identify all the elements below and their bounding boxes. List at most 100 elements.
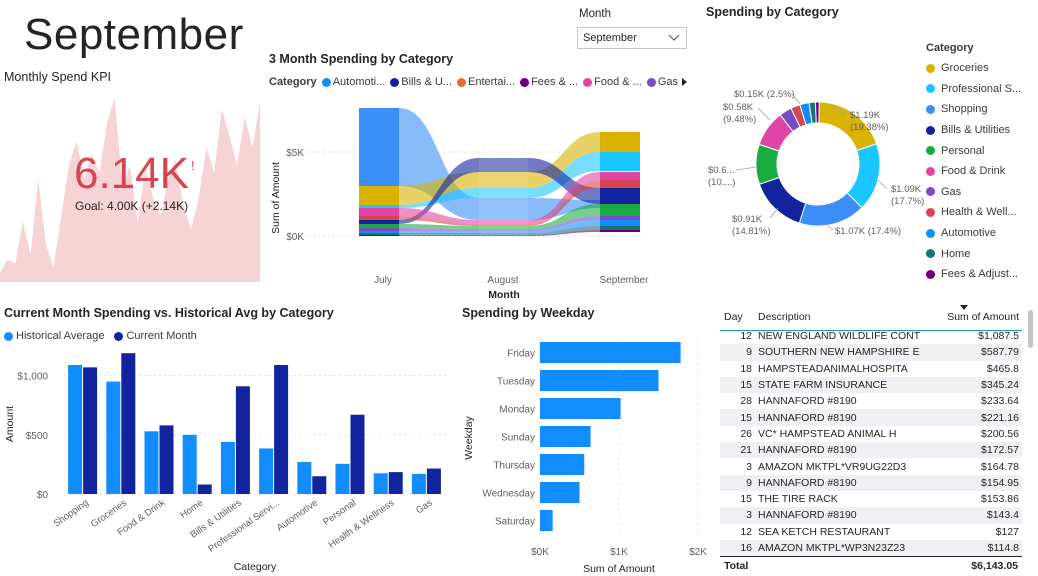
donut-legend-item[interactable]: Health & Well...	[926, 202, 1021, 223]
x-tick-label: Gas	[414, 497, 435, 516]
legend-next-arrow-icon[interactable]	[680, 76, 690, 88]
table-cell-amount: $154.95	[937, 474, 1022, 491]
kpi-trend-area	[0, 97, 260, 282]
donut-legend-item[interactable]: Bills & Utilities	[926, 120, 1021, 141]
table-cell-amount: $164.78	[981, 460, 1019, 473]
ribbon-node	[359, 228, 399, 231]
category-compare-plot: $0$500$1,000AmountShoppingGroceriesFood …	[4, 353, 446, 573]
weekday-chart[interactable]: Spending by Weekday $0K $1K $2K Friday Tuesd…	[458, 300, 716, 576]
donut-legend-item[interactable]: Personal	[926, 140, 1021, 161]
table-row[interactable]: 28 HANNAFORD #8190 $233.64	[720, 393, 1022, 409]
donut-legend-item[interactable]: Fees & Adjust...	[926, 264, 1021, 285]
donut-legend-item[interactable]: Automotive	[926, 223, 1021, 244]
donut-legend-item[interactable]: Home	[926, 243, 1021, 264]
ribbon-flow	[528, 180, 600, 226]
table-cell-day: 16	[720, 539, 755, 557]
table-row[interactable]: 21 HANNAFORD #8190 $172.57	[720, 442, 1022, 459]
kpi-alert-icon: !	[190, 158, 195, 173]
table-row[interactable]: 26 VC* HAMPSTEAD ANIMAL H $200.56	[720, 426, 1022, 442]
donut-legend-label: Shopping	[941, 103, 988, 116]
ribbon-node	[359, 224, 399, 228]
ribbon-legend-item[interactable]: Food & ...	[583, 76, 642, 88]
legend-dot-icon	[926, 166, 935, 176]
ribbon-node	[479, 158, 528, 172]
x-tick-label: September	[600, 275, 650, 286]
table-cell-description: STATE FARM INSURANCE	[755, 376, 938, 394]
column-header-amount[interactable]: Sum of Amount	[938, 305, 1022, 328]
y-tick-label: $1,000	[17, 372, 48, 383]
table-row[interactable]: 15 THE TIRE RACK $153.86	[720, 491, 1022, 507]
legend-dot-icon	[926, 207, 935, 217]
ribbon-flow	[399, 224, 479, 229]
table-row[interactable]: 12 NEW ENGLAND WILDLIFE CONT $1,087.5	[720, 328, 1022, 344]
ribbon-node	[600, 230, 640, 232]
donut-legend-item[interactable]: Groceries	[926, 58, 1021, 79]
table-row[interactable]: 3 HANNAFORD #8190 $143.4	[720, 507, 1022, 524]
ribbon-flow	[528, 226, 600, 235]
kpi-title: Monthly Spend KPI	[4, 70, 112, 84]
table-row[interactable]: 3 AMAZON MKTPL*VR9UG22D3 $164.78	[720, 458, 1022, 474]
kpi-visual[interactable]: Monthly Spend KPI 6.14K ! Goal: 4.00K (+…	[0, 66, 262, 284]
compare-bar	[426, 468, 441, 494]
table-cell-description: SOUTHERN NEW HAMPSHIRE E	[755, 344, 938, 361]
legend-dot-icon	[926, 187, 935, 197]
ribbon-legend: Category Automoti... Bills & U... Entertai…	[269, 76, 678, 88]
table-cell-amount: $127	[995, 525, 1019, 538]
table-cell-day: 12	[740, 525, 752, 538]
table-row[interactable]: 15 HANNAFORD #8190 $221.16	[720, 409, 1022, 426]
transactions-table[interactable]: Day Description Sum of Amount 12 NEW ENGL…	[720, 305, 1022, 576]
compare-legend-item[interactable]: Historical Average	[4, 330, 104, 342]
ribbon-legend-item[interactable]: Fees & ...	[520, 76, 578, 88]
table-row[interactable]: 15 STATE FARM INSURANCE $345.24	[720, 376, 1022, 394]
legend-dot-icon	[926, 125, 935, 135]
table-cell-description: HAMPSTEADANIMALHOSPITA	[758, 362, 908, 375]
compare-legend-item[interactable]: Current Month	[114, 330, 197, 342]
x-tick-label: Professional Servi...	[206, 497, 282, 554]
donut-chart-visual[interactable]: Spending by Category $1.19K (19.38%) $1.09…	[700, 0, 1038, 300]
table-row[interactable]: 9 HANNAFORD #8190 $154.95	[720, 474, 1022, 491]
compare-bar	[220, 441, 235, 494]
donut-legend-item[interactable]: Professional S...	[926, 79, 1021, 100]
table-row[interactable]: 16 AMAZON MKTPL*WP3N23Z23 $114.8	[720, 539, 1022, 557]
y-tick-label: Friday	[507, 349, 535, 360]
header-divider	[720, 330, 1022, 331]
donut-legend-item[interactable]: Food & Drink	[926, 161, 1021, 182]
ribbon-band	[359, 108, 640, 220]
weekday-chart-title: Spending by Weekday	[462, 306, 595, 320]
ribbon-node	[479, 198, 528, 220]
ribbon-legend-label: Fees & ...	[531, 76, 579, 88]
donut-legend-label: Automotive	[941, 227, 997, 240]
ribbon-chart-visual[interactable]: 3 Month Spending by Category Category Au…	[266, 48, 696, 302]
table-row[interactable]: 9 SOUTHERN NEW HAMPSHIRE E $587.79	[720, 344, 1022, 361]
y-tick-label: $5K	[286, 148, 304, 159]
donut-legend-label: Food & Drink	[941, 165, 1006, 178]
donut-data-label: $1.07K (17.4%)	[835, 226, 901, 237]
month-slicer-dropdown[interactable]: September	[577, 27, 687, 49]
column-header-day[interactable]: Day	[724, 311, 743, 323]
x-tick-label: $2K	[689, 547, 707, 558]
x-tick-label: July	[374, 275, 392, 286]
compare-bar	[312, 476, 327, 494]
ribbon-node	[359, 220, 399, 224]
column-header-description[interactable]: Description	[758, 311, 811, 323]
table-scrollbar[interactable]	[1028, 310, 1033, 348]
table-row[interactable]: 12 SEA KETCH RESTAURANT $127	[720, 524, 1022, 540]
ribbon-legend-item[interactable]: Entertai...	[457, 76, 515, 88]
table-cell-amount: $143.4	[937, 507, 1022, 524]
compare-bar	[235, 386, 250, 494]
category-compare-chart[interactable]: Current Month Spending vs. Historical Av…	[0, 300, 452, 576]
ribbon-node	[600, 172, 640, 180]
donut-legend-item[interactable]: Shopping	[926, 99, 1021, 120]
ribbon-band	[359, 180, 640, 226]
weekday-chart-plot: $0K $1K $2K Friday Tuesday Monday Sunday Thursd…	[463, 338, 707, 575]
ribbon-legend-item[interactable]: Automoti...	[321, 76, 385, 88]
ribbon-legend-item[interactable]: Gas	[646, 76, 678, 88]
table-row[interactable]: 18 HAMPSTEADANIMALHOSPITA $465.8	[720, 361, 1022, 377]
ribbon-flow	[399, 228, 479, 231]
donut-legend-item[interactable]: Gas	[926, 182, 1021, 203]
ribbon-flow	[528, 204, 600, 229]
donut-leader-line	[829, 103, 846, 115]
table-cell-day: 28	[740, 395, 752, 408]
ribbon-legend-item[interactable]: Bills & U...	[390, 76, 452, 88]
legend-dot-icon	[390, 77, 400, 87]
